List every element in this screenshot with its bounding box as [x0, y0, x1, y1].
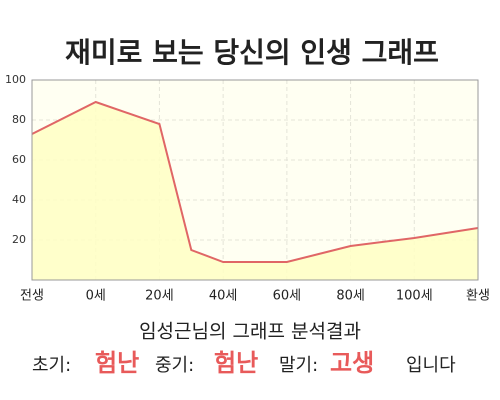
y-tick-label: 100	[5, 73, 26, 86]
x-tick-label: 환생	[466, 289, 490, 304]
result-heading: 임성근님의 그래프 분석결과	[139, 321, 361, 343]
line	[31, 100, 479, 263]
result-label: 초기:	[32, 355, 71, 376]
result-label: 중기:	[155, 355, 194, 376]
result-suffix: 입니다	[406, 355, 456, 376]
y-tick-label: 40	[12, 193, 26, 206]
plot-border	[31, 79, 479, 281]
x-tick-label: 전생	[20, 289, 44, 304]
chart-title: 재미로 보는 당신의 인생 그래프	[65, 36, 439, 69]
result-label: 말기:	[279, 355, 318, 376]
y-tick-label: 60	[12, 153, 26, 166]
y-tick-label: 80	[12, 113, 26, 126]
result-value: 험난	[95, 349, 139, 377]
x-tick-label: 40세	[209, 289, 238, 304]
area-fill	[32, 102, 478, 280]
x-tick-label: 20세	[145, 289, 174, 304]
result-value: 험난	[214, 349, 258, 377]
x-tick-label: 100세	[396, 289, 433, 304]
x-tick-label: 0세	[86, 289, 106, 304]
x-tick-label: 80세	[336, 289, 365, 304]
y-tick-label: 20	[12, 233, 26, 246]
result-value: 고생	[330, 349, 374, 377]
x-tick-label: 60세	[273, 289, 302, 304]
